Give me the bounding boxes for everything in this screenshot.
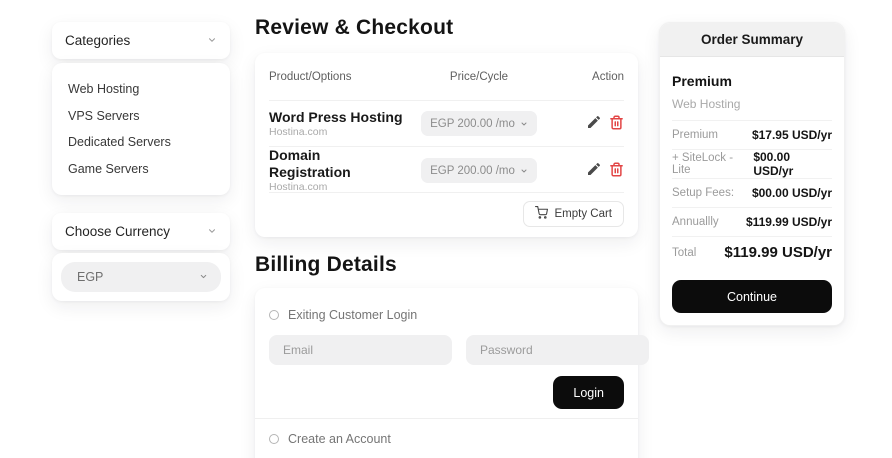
cart-table: Product/Options Price/Cycle Action Word … bbox=[255, 53, 638, 237]
product-domain: Hostina.com bbox=[269, 181, 328, 193]
sidebar-item-web-hosting[interactable]: Web Hosting bbox=[68, 82, 140, 97]
col-action: Action bbox=[592, 70, 624, 83]
currency-selected-value: EGP bbox=[77, 270, 104, 284]
edit-button[interactable] bbox=[586, 114, 602, 133]
col-price-cycle: Price/Cycle bbox=[449, 70, 509, 83]
total-label: Total bbox=[672, 246, 697, 259]
login-inputs-row bbox=[269, 335, 649, 365]
pencil-icon bbox=[586, 114, 602, 133]
plan-name: Premium bbox=[672, 73, 732, 89]
price-cycle-select[interactable]: EGP 200.00 /mo bbox=[421, 158, 537, 183]
table-row: Domain Registration Hostina.com EGP 200.… bbox=[269, 147, 624, 193]
product-domain: Hostina.com bbox=[269, 125, 328, 138]
summary-row-value: $00.00 USD/yr bbox=[751, 186, 832, 200]
trash-icon bbox=[609, 162, 624, 180]
billing-divider bbox=[255, 418, 638, 419]
col-product-options: Product/Options bbox=[269, 70, 352, 83]
summary-row-label: Annuallly bbox=[672, 216, 719, 228]
product-cell: Domain Registration Hostina.com bbox=[269, 147, 404, 194]
chevron-down-icon bbox=[520, 115, 528, 133]
order-summary: Order Summary Premium Web Hosting Premiu… bbox=[659, 22, 845, 326]
radio-icon bbox=[269, 434, 279, 444]
currency-select-card: EGP bbox=[52, 253, 230, 301]
summary-row: Premium $17.95 USD/yr bbox=[672, 120, 832, 149]
table-header-row: Product/Options Price/Cycle Action bbox=[269, 53, 624, 101]
create-account-label: Create an Account bbox=[288, 432, 391, 446]
plan-type: Web Hosting bbox=[672, 97, 741, 111]
summary-row: + SiteLock - Lite $00.00 USD/yr bbox=[672, 149, 832, 178]
email-field[interactable] bbox=[269, 335, 452, 365]
checkout-main: Review & Checkout Product/Options Price/… bbox=[255, 0, 649, 458]
empty-cart-button[interactable]: Empty Cart bbox=[523, 201, 624, 227]
delete-button[interactable] bbox=[609, 115, 624, 133]
chevron-down-icon bbox=[207, 223, 217, 241]
billing-card: Exiting Customer Login Login Create an A… bbox=[255, 288, 649, 458]
choose-currency-dropdown[interactable]: Choose Currency bbox=[52, 213, 230, 250]
chevron-down-icon bbox=[199, 268, 208, 286]
category-list: Web Hosting VPS Servers Dedicated Server… bbox=[52, 63, 230, 195]
price-cycle-select[interactable]: EGP 200.00 /mo bbox=[421, 111, 537, 136]
table-row: Word Press Hosting Hostina.com EGP 200.0… bbox=[269, 101, 624, 147]
sidebar-item-vps-servers[interactable]: VPS Servers bbox=[68, 108, 140, 123]
create-account-radio[interactable]: Create an Account bbox=[269, 432, 624, 446]
sidebar-item-dedicated-servers[interactable]: Dedicated Servers bbox=[68, 135, 171, 150]
action-cell bbox=[554, 161, 624, 180]
page-title: Review & Checkout bbox=[255, 16, 454, 39]
login-row: Login bbox=[269, 376, 624, 409]
cart-icon bbox=[535, 206, 549, 222]
pencil-icon bbox=[586, 161, 602, 180]
delete-button[interactable] bbox=[609, 162, 624, 180]
chevron-down-icon bbox=[520, 162, 528, 180]
summary-row-label: Setup Fees: bbox=[672, 187, 735, 199]
empty-cart-label: Empty Cart bbox=[554, 208, 612, 220]
continue-button[interactable]: Continue bbox=[672, 280, 832, 313]
chevron-down-icon bbox=[207, 32, 217, 50]
summary-row-value: $17.95 USD/yr bbox=[751, 128, 832, 142]
login-button[interactable]: Login bbox=[553, 376, 624, 409]
summary-row-label: + SiteLock - Lite bbox=[672, 152, 734, 176]
summary-row: Annuallly $119.99 USD/yr bbox=[672, 207, 832, 236]
product-cell: Word Press Hosting Hostina.com bbox=[269, 109, 404, 139]
radio-icon bbox=[269, 310, 279, 320]
price-cycle-value: EGP 200.00 /mo bbox=[430, 117, 515, 130]
order-summary-header: Order Summary bbox=[660, 23, 844, 57]
existing-customer-login-radio[interactable]: Exiting Customer Login bbox=[269, 308, 624, 322]
currency-select[interactable]: EGP bbox=[61, 262, 221, 292]
total-row: Total $119.99 USD/yr bbox=[672, 236, 832, 268]
summary-row-value: $00.00 USD/yr bbox=[753, 150, 794, 178]
billing-title: Billing Details bbox=[255, 253, 397, 276]
order-summary-title: Order Summary bbox=[700, 32, 804, 47]
summary-row-label: Premium bbox=[672, 129, 719, 141]
price-cycle-value: EGP 200.00 /mo bbox=[430, 164, 515, 177]
product-name: Word Press Hosting bbox=[269, 108, 403, 125]
categories-dropdown-label: Categories bbox=[65, 33, 131, 48]
sidebar-item-game-servers[interactable]: Game Servers bbox=[68, 161, 149, 176]
password-field[interactable] bbox=[466, 335, 649, 365]
table-footer: Empty Cart bbox=[269, 193, 624, 235]
summary-row: Setup Fees: $00.00 USD/yr bbox=[672, 178, 832, 207]
total-value: $119.99 USD/yr bbox=[724, 244, 832, 261]
product-name: Domain Registration bbox=[269, 147, 351, 180]
existing-customer-login-label: Exiting Customer Login bbox=[288, 308, 418, 322]
trash-icon bbox=[609, 115, 624, 133]
categories-dropdown[interactable]: Categories bbox=[52, 22, 230, 59]
sidebar: Categories Web Hosting VPS Servers Dedic… bbox=[52, 22, 230, 301]
choose-currency-label: Choose Currency bbox=[65, 224, 171, 239]
edit-button[interactable] bbox=[586, 161, 602, 180]
summary-row-value: $119.99 USD/yr bbox=[745, 215, 832, 229]
order-summary-body: Premium Web Hosting Premium $17.95 USD/y… bbox=[660, 73, 844, 325]
action-cell bbox=[554, 114, 624, 133]
